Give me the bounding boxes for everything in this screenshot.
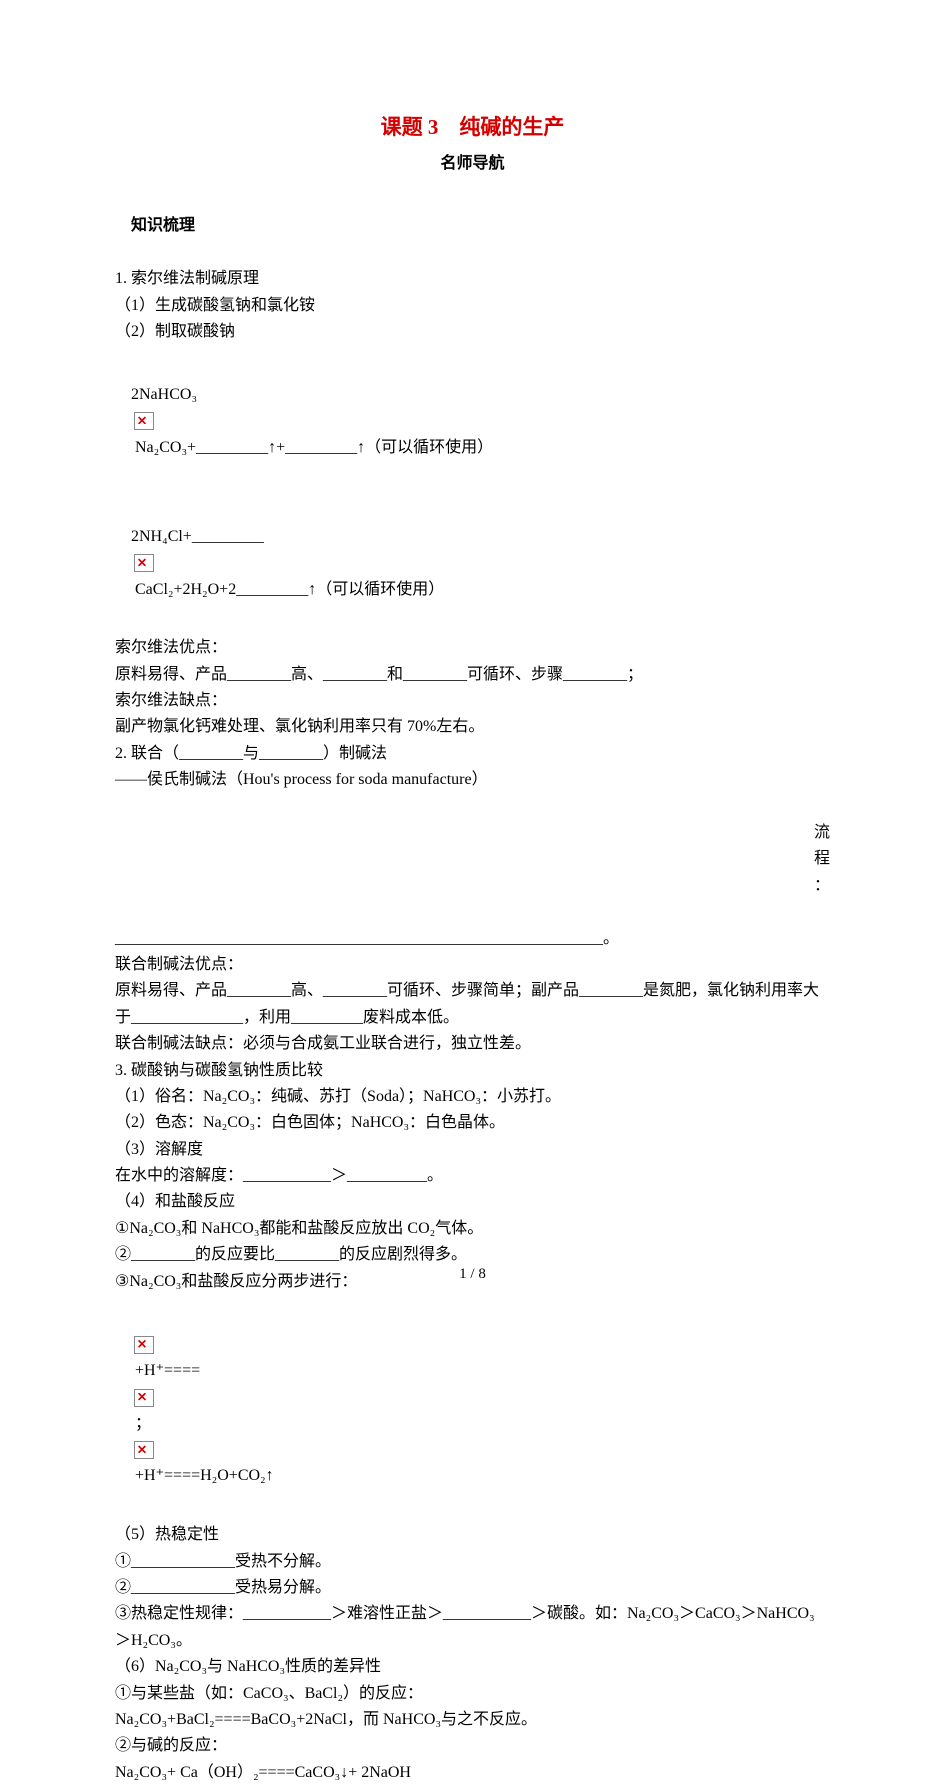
section-header-text: 知识梳理: [131, 217, 195, 234]
body-line: （4）和盐酸反应: [115, 1189, 830, 1215]
flow-a: 流: [814, 824, 830, 841]
broken-image-icon: [134, 1336, 154, 1354]
body-line: 索尔维法缺点：: [115, 688, 830, 714]
body-line: ②_____________受热易分解。: [115, 1575, 830, 1601]
lesson-title: 课题 3 纯碱的生产: [115, 110, 830, 145]
body-line: （1）生成碳酸氢钠和氯化铵: [115, 293, 830, 319]
body-line: ①与某些盐（如：CaCO₃、BaCl₂）的反应：: [115, 1681, 830, 1707]
body-line: ③热稳定性规律：___________＞难溶性正盐＞___________＞碳酸…: [115, 1601, 830, 1654]
body-line: （2）制取碳酸钠: [115, 319, 830, 345]
broken-image-icon: [134, 1389, 154, 1407]
body-line: 原料易得、产品________高、________可循环、步骤简单；副产品___…: [115, 978, 830, 1031]
body-line-justified: 流 程 ：: [115, 794, 830, 926]
body-line: ________________________________________…: [115, 926, 830, 952]
body-line: Na₂CO₃+ Ca（OH）₂====CaCO₃↓+ 2NaOH: [115, 1760, 830, 1786]
eq-part: ；: [131, 1415, 155, 1432]
eq-part: +H⁺====H₂O+CO₂↑: [131, 1467, 274, 1484]
body-line: （6）Na₂CO₃与 NaHCO₃性质的差异性: [115, 1654, 830, 1680]
page-number: 1 / 8: [0, 1262, 945, 1287]
body-line: 2. 联合（________与________）制碱法: [115, 741, 830, 767]
flow-b: 程: [814, 850, 830, 867]
eq-left: 2NaHCO₃: [131, 386, 197, 403]
equation-line: 2NaHCO₃ Na₂CO₃+_________↑+_________↑（可以循…: [115, 355, 830, 487]
body-line: 联合制碱法优点：: [115, 952, 830, 978]
body-line: （1）俗名：Na₂CO₃：纯碱、苏打（Soda）；NaHCO₃：小苏打。: [115, 1084, 830, 1110]
body-line: ②与碱的反应：: [115, 1733, 830, 1759]
section-header: 知识梳理: [115, 187, 830, 266]
subtitle-text: 名师导航: [440, 155, 504, 172]
eq-part: +H⁺====: [131, 1362, 204, 1379]
body-line: 联合制碱法缺点：必须与合成氨工业联合进行，独立性差。: [115, 1031, 830, 1057]
broken-image-icon: [134, 1441, 154, 1459]
body-line: ①_____________受热不分解。: [115, 1549, 830, 1575]
body-line: Na₂CO₃+BaCl₂====BaCO₃+2NaCl，而 NaHCO₃与之不反…: [115, 1707, 830, 1733]
flow-c: ：: [814, 877, 830, 894]
eq-right: CaCl₂+2H₂O+2_________↑（可以循环使用）: [131, 581, 444, 598]
title-text: 课题 3 纯碱的生产: [381, 115, 565, 139]
body-line: （3）溶解度: [115, 1137, 830, 1163]
body-line: ①Na₂CO₃和 NaHCO₃都能和盐酸反应放出 CO₂气体。: [115, 1216, 830, 1242]
body-line: 在水中的溶解度：___________＞__________。: [115, 1163, 830, 1189]
broken-image-icon: [134, 554, 154, 572]
page-number-text: 1 / 8: [459, 1266, 486, 1282]
broken-image-icon: [134, 412, 154, 430]
eq-left: 2NH₄Cl+_________: [131, 528, 268, 545]
body-line: 原料易得、产品________高、________和________可循环、步骤…: [115, 662, 830, 688]
subtitle: 名师导航: [115, 151, 830, 177]
body-line: 1. 索尔维法制碱原理: [115, 266, 830, 292]
body-line: 索尔维法优点：: [115, 635, 830, 661]
document-page: 课题 3 纯碱的生产 名师导航 知识梳理 1. 索尔维法制碱原理 （1）生成碳酸…: [0, 0, 945, 1337]
body-line: 副产物氯化钙难处理、氯化钠利用率只有 70%左右。: [115, 714, 830, 740]
equation-line: 2NH₄Cl+_________ CaCl₂+2H₂O+2_________↑（…: [115, 497, 830, 629]
body-line: （2）色态：Na₂CO₃：白色固体；NaHCO₃：白色晶体。: [115, 1110, 830, 1136]
eq-right: Na₂CO₃+_________↑+_________↑（可以循环使用）: [131, 439, 493, 456]
body-line: （5）热稳定性: [115, 1522, 830, 1548]
body-line: 3. 碳酸钠与碳酸氢钠性质比较: [115, 1058, 830, 1084]
body-line: ——侯氏制碱法（Hou's process for soda manufactu…: [115, 767, 830, 793]
